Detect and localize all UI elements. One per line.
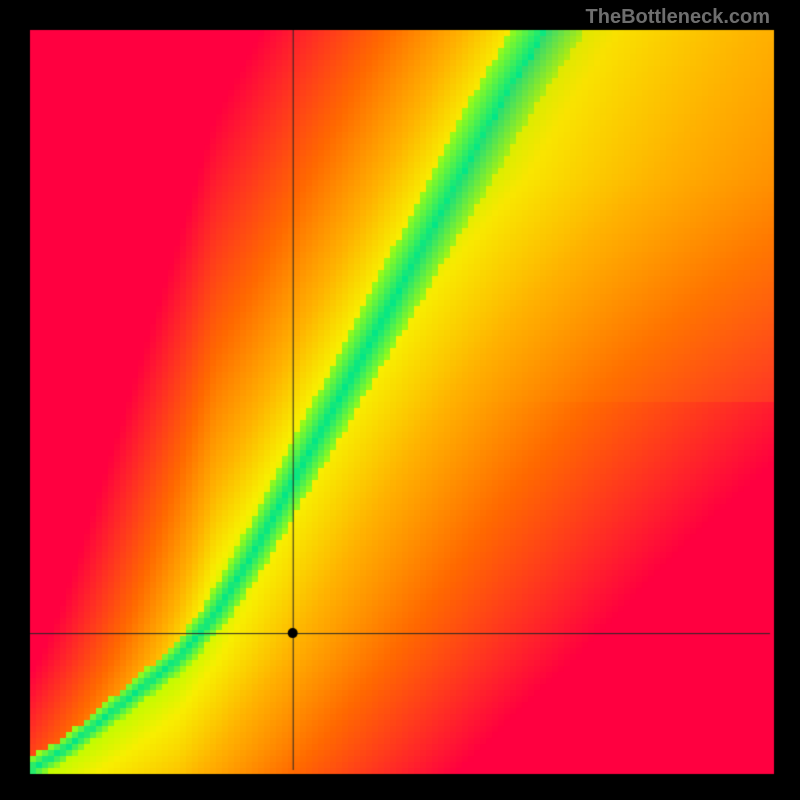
bottleneck-heatmap xyxy=(0,0,800,800)
watermark-text: TheBottleneck.com xyxy=(586,6,770,29)
